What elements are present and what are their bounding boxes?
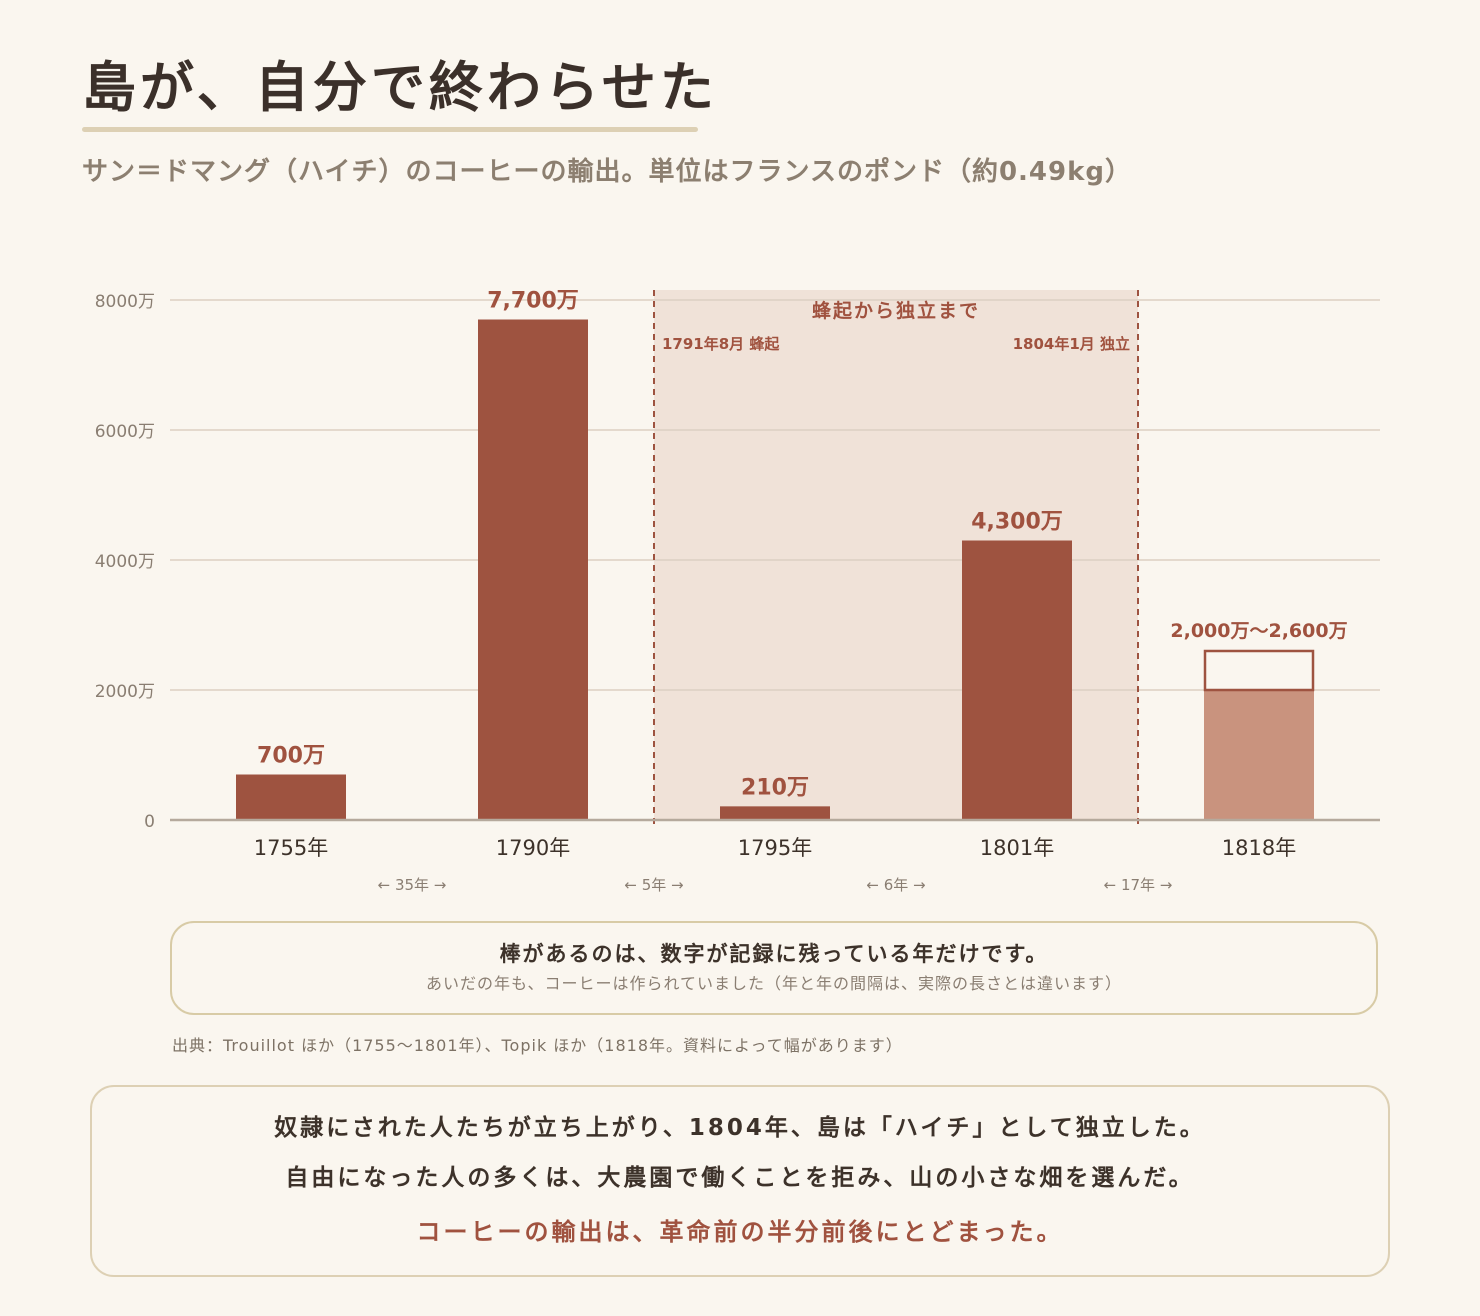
band-title: 蜂起から独立まで (812, 299, 980, 322)
note-box: 棒があるのは、数字が記録に残っている年だけです。 あいだの年も、コーヒーは作られ… (170, 921, 1378, 1015)
bar-1818-low (1204, 690, 1314, 820)
bar-value-label: 2,000万～2,600万 (1170, 620, 1347, 642)
summary-line-2: 自由になった人の多くは、大農園で働くことを拒み、山の小さな畑を選んだ。 (285, 1165, 1195, 1191)
bar-value-label: 210万 (741, 775, 809, 800)
bar (720, 806, 830, 820)
gap-label: ← 35年 → (378, 876, 447, 894)
x-tick-label: 1795年 (738, 836, 812, 860)
title-underline (82, 127, 698, 132)
bar-value-label: 4,300万 (971, 510, 1063, 535)
summary-line-1: 奴隷にされた人たちが立ち上がり、1804年、島は「ハイチ」として独立した。 (274, 1115, 1206, 1141)
band-end-label: 1804年1月 独立 (1013, 335, 1130, 353)
note-main-text: 棒があるのは、数字が記録に残っている年だけです。 (499, 942, 1049, 966)
chart-subtitle: サン＝ドマング（ハイチ）のコーヒーの輸出。単位はフランスのポンド（約0.49kg… (82, 157, 1133, 187)
y-tick-label: 0 (144, 812, 155, 832)
bar-value-label: 7,700万 (487, 289, 579, 314)
x-tick-label: 1790年 (496, 836, 570, 860)
y-tick-label: 6000万 (95, 422, 155, 442)
note-sub-text: あいだの年も、コーヒーは作られていました（年と年の間隔は、実際の長さとは違います… (425, 974, 1123, 993)
y-tick-label: 2000万 (95, 682, 155, 702)
x-tick-label: 1755年 (254, 836, 328, 860)
x-tick-label: 1801年 (980, 836, 1054, 860)
bar (962, 540, 1072, 820)
gap-label: ← 17年 → (1104, 876, 1173, 894)
x-tick-label: 1818年 (1222, 836, 1296, 860)
y-tick-label: 4000万 (95, 552, 155, 572)
summary-box: 奴隷にされた人たちが立ち上がり、1804年、島は「ハイチ」として独立した。 自由… (90, 1085, 1390, 1277)
band-start-label: 1791年8月 蜂起 (662, 335, 780, 353)
bar (236, 774, 346, 820)
bar-value-label: 700万 (257, 744, 325, 769)
page-title: 島が、自分で終わらせた (82, 56, 718, 119)
y-tick-label: 8000万 (95, 292, 155, 312)
gap-label: ← 5年 → (624, 876, 683, 894)
summary-conclusion: コーヒーの輸出は、革命前の半分前後にとどまった。 (416, 1218, 1064, 1246)
gap-label: ← 6年 → (866, 876, 925, 894)
bar-chart: 0 2000万 4000万 6000万 8000万 蜂起から独立まで 1791年8月 蜂起 1… (95, 289, 1380, 894)
bar-1818-range-outline (1203, 649, 1315, 692)
source-citation: 出典：Trouillot ほか（1755～1801年）、Topik ほか（181… (172, 1036, 903, 1055)
bar (478, 319, 588, 820)
